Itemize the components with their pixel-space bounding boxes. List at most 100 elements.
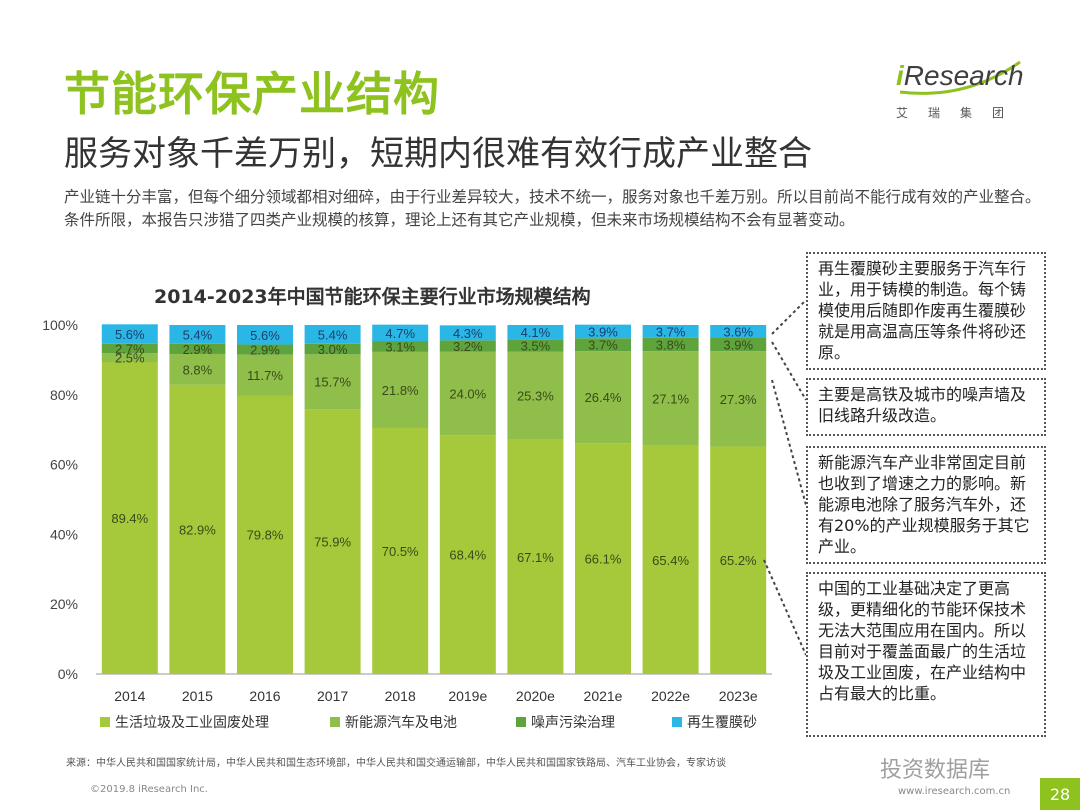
logo-wordmark: iResearch [896,60,1024,91]
data-label: 65.2% [720,553,757,568]
intro-paragraph: 产业链十分丰富，但每个细分领域都相对细碎，由于行业差异较大，技术不统一，服务对象… [64,188,1041,229]
legend-item-solid-waste: 生活垃圾及工业固废处理 [100,712,269,732]
x-tick-label: 2020e [516,688,555,704]
bar-segment [101,361,158,674]
bar-segment [575,351,631,444]
x-tick-label: 2023e [719,688,758,704]
legend-swatch [516,717,526,727]
data-label: 2.9% [183,342,213,357]
data-label: 27.3% [720,392,757,407]
data-label: 5.4% [183,327,213,342]
bar-segment [169,384,226,674]
bar-segment [304,354,361,410]
source-note: 来源：中华人民共和国国家统计局，中华人民共和国生态环境部，中华人民共和国交通运输… [66,758,726,769]
x-tick-label: 2018 [385,688,416,704]
bar-segment [710,325,767,338]
data-label: 79.8% [247,528,284,543]
bar-segment [642,325,699,338]
data-label: 3.7% [656,324,686,339]
bar-segment [101,353,158,362]
logo-swoosh-icon [899,60,1021,95]
note-new-energy-vehicle: 新能源汽车产业非常固定目前也收到了增速之力的影响。新能源电池除了服务汽车外，还有… [806,446,1046,564]
bar-segment [507,439,564,674]
legend-swatch [100,717,110,727]
legend-swatch [672,717,682,727]
bar-segment [439,325,496,341]
bar-segment [575,324,631,339]
data-label: 26.4% [585,390,622,405]
note-recycled-sand: 再生覆膜砂主要服务于汽车行业，用于铸模的制造。每个铸模使用后随即作废再生覆膜砂就… [806,252,1046,370]
bar-segment [372,341,429,352]
legend-swatch [330,717,340,727]
data-label: 3.0% [318,342,348,357]
data-label: 4.1% [521,325,551,340]
bar-segment [575,443,631,674]
bar-segment [304,343,361,355]
y-tick-label: 40% [50,526,78,542]
data-label: 67.1% [517,550,554,565]
data-label: 2.7% [115,342,145,357]
data-label: 65.4% [652,553,689,568]
iresearch-logo: iResearch 艾瑞集团 [896,58,1024,128]
x-tick-label: 2016 [249,688,280,704]
bar-segment [507,325,564,340]
data-label: 66.1% [585,552,622,567]
data-label: 89.4% [111,511,148,526]
data-label: 24.0% [449,386,486,401]
bar-segment [372,351,429,428]
note-solid-waste: 中国的工业基础决定了更高级，更精细化的节能环保技术无法大范围应用在国内。所以目前… [806,572,1046,737]
bar-segment [237,354,293,396]
data-label: 11.7% [247,368,283,383]
data-label: 8.8% [183,362,213,377]
bar-segment [575,338,631,352]
data-label: 4.7% [385,326,415,341]
note-connector [771,299,807,335]
data-label: 27.1% [652,391,689,406]
bar-segment [642,337,699,352]
bar-segment [710,351,767,447]
note-connector [771,379,807,506]
bar-segment [439,351,496,436]
data-label: 68.4% [449,548,486,563]
bar-segment [304,409,361,674]
bar-segment [237,325,293,345]
bar-segment [372,427,429,674]
bar-segment [101,324,158,344]
data-label: 5.6% [250,328,280,343]
bar-segment [372,324,429,342]
x-tick-label: 2017 [317,688,348,704]
y-tick-label: 0% [58,666,78,682]
data-label: 3.8% [656,338,686,353]
bar-segment [169,325,226,344]
data-label: 3.2% [453,339,483,354]
data-label: 21.8% [382,383,419,398]
page-number: 28 [1040,778,1080,810]
data-label: 3.1% [385,339,415,354]
y-tick-label: 80% [50,387,78,403]
watermark: 投资数据库 [880,758,991,783]
note-connector [771,341,807,401]
website-link[interactable]: www.iresearch.com.cn [898,786,1011,797]
data-label: 3.7% [588,338,618,353]
page-title: 节能环保产业结构 [64,67,440,121]
x-tick-label: 2015 [182,688,213,704]
chart-title: 2014-2023年中国节能环保主要行业市场规模结构 [154,286,591,308]
x-tick-label: 2022e [651,688,690,704]
bar-segment [169,353,226,385]
x-tick-label: 2019e [448,688,487,704]
bar-segment [304,325,361,344]
legend-item-noise: 噪声污染治理 [516,712,615,732]
bar-segment [710,337,767,352]
data-label: 75.9% [314,535,351,550]
bar-segment [101,343,158,354]
data-label: 82.9% [179,522,216,537]
y-tick-label: 60% [50,457,78,473]
legend-item-new-energy: 新能源汽车及电池 [330,712,457,732]
bar-segment [169,343,226,354]
data-label: 3.6% [723,324,753,339]
data-label: 3.9% [588,324,618,339]
bar-segment [710,446,767,674]
bar-segment [507,351,564,440]
data-label: 4.3% [453,326,483,341]
